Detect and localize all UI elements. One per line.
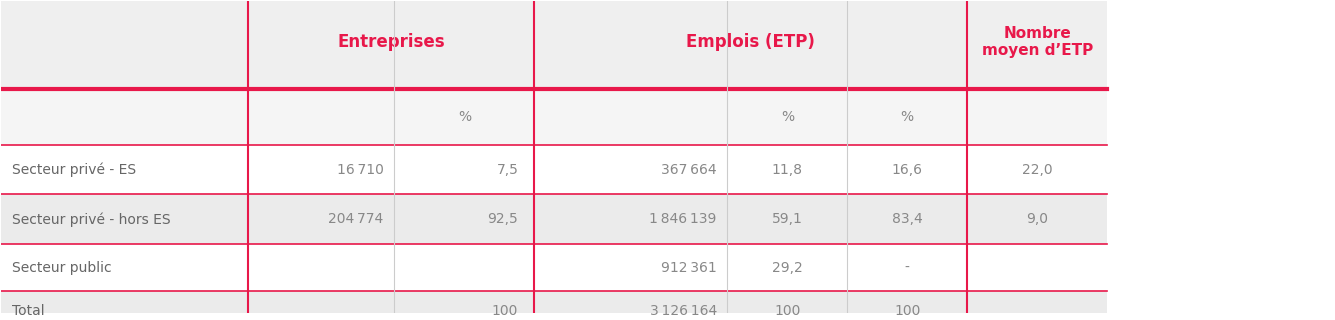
Bar xyxy=(1,0,1107,89)
Text: 9,0: 9,0 xyxy=(1027,212,1048,227)
Text: 7,5: 7,5 xyxy=(497,163,518,177)
Text: Nombre
moyen d’ETP: Nombre moyen d’ETP xyxy=(981,26,1093,58)
Text: 100: 100 xyxy=(774,304,801,318)
Text: 83,4: 83,4 xyxy=(892,212,922,227)
Text: 22,0: 22,0 xyxy=(1021,163,1052,177)
Text: Secteur privé - hors ES: Secteur privé - hors ES xyxy=(12,212,171,227)
Text: -: - xyxy=(905,261,909,275)
Bar xyxy=(1,145,1107,195)
Text: 29,2: 29,2 xyxy=(772,261,802,275)
Text: 100: 100 xyxy=(491,304,518,318)
Text: 1 846 139: 1 846 139 xyxy=(649,212,717,227)
Text: Secteur public: Secteur public xyxy=(12,261,112,275)
Text: %: % xyxy=(901,110,914,124)
Text: 100: 100 xyxy=(894,304,921,318)
Text: 11,8: 11,8 xyxy=(772,163,802,177)
Text: 16 710: 16 710 xyxy=(336,163,383,177)
Text: Emplois (ETP): Emplois (ETP) xyxy=(686,33,816,51)
Text: %: % xyxy=(781,110,794,124)
Text: 92,5: 92,5 xyxy=(487,212,518,227)
Text: %: % xyxy=(458,110,471,124)
Text: 204 774: 204 774 xyxy=(328,212,383,227)
Bar xyxy=(1,195,1107,244)
Text: 367 664: 367 664 xyxy=(661,163,717,177)
Bar xyxy=(1,244,1107,291)
Text: 912 361: 912 361 xyxy=(661,261,717,275)
Text: 59,1: 59,1 xyxy=(772,212,802,227)
Bar xyxy=(1,291,1107,320)
Text: Secteur privé - ES: Secteur privé - ES xyxy=(12,162,136,177)
Bar xyxy=(1,89,1107,145)
Bar xyxy=(1,0,1107,320)
Text: 3 126 164: 3 126 164 xyxy=(650,304,717,318)
Text: Total: Total xyxy=(12,304,44,318)
Text: 16,6: 16,6 xyxy=(892,163,922,177)
Text: Entreprises: Entreprises xyxy=(338,33,445,51)
